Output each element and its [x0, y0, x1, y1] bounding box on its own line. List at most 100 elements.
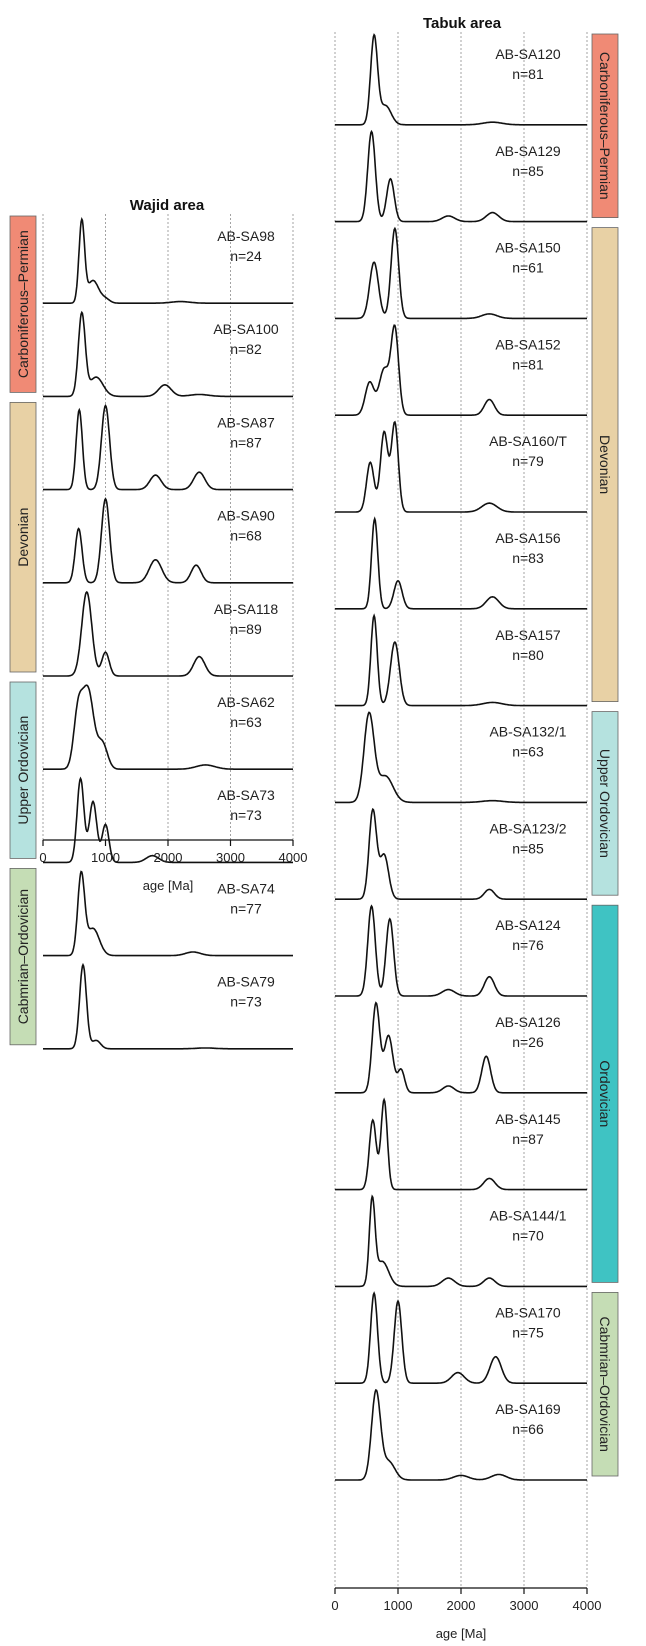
group-label: Devonian: [597, 435, 613, 494]
x-tick-label: 4000: [279, 850, 308, 865]
tabuk-x-axis-label: age [Ma]: [436, 1626, 487, 1641]
sample-n-label: n=89: [230, 621, 262, 637]
x-tick-label: 1000: [384, 1598, 413, 1613]
sample-n-label: n=77: [230, 900, 262, 916]
sample-name-label: AB-SA144/1: [489, 1208, 566, 1224]
sample-n-label: n=79: [512, 453, 544, 469]
tabuk-area-title: Tabuk area: [423, 15, 502, 32]
group-band: [591, 1292, 619, 1477]
tabuk-age-curves: [335, 33, 587, 1481]
sample-name-label: AB-SA124: [495, 917, 561, 933]
group-label: Carboniferous–Permian: [15, 230, 31, 378]
wajid-x-axis: 0 1000 2000 3000 4000: [39, 839, 308, 865]
sample-name-label: AB-SA145: [495, 1111, 561, 1127]
wajid-area-title: Wajid area: [130, 197, 205, 214]
age-curve-AB-SA129: [335, 129, 587, 223]
sample-n-label: n=26: [512, 1034, 544, 1050]
wajid-age-curves: [43, 216, 293, 1050]
age-curve-AB-SA169: [335, 1388, 587, 1481]
sample-n-label: n=61: [512, 260, 544, 276]
group-band: [591, 33, 619, 219]
group-label: Cabmrian–Ordovician: [597, 1316, 613, 1451]
sample-n-label: n=70: [512, 1228, 544, 1244]
age-curve-AB-SA132/1: [335, 711, 587, 804]
sample-name-label: AB-SA74: [217, 880, 275, 896]
tabuk-x-axis: 0 1000 2000 3000 4000: [331, 1587, 602, 1613]
sample-n-label: n=73: [230, 807, 262, 823]
wajid-x-axis-label: age [Ma]: [143, 878, 194, 893]
sample-n-label: n=68: [230, 528, 262, 544]
group-band: [9, 215, 37, 393]
group-label: Ordovician: [597, 1060, 613, 1127]
sample-name-label: AB-SA100: [213, 321, 279, 337]
age-curve-AB-SA157: [335, 613, 587, 707]
age-curve-AB-SA87: [43, 404, 293, 491]
sample-name-label: AB-SA169: [495, 1401, 561, 1417]
group-band: [9, 868, 37, 1046]
sample-name-label: AB-SA87: [217, 414, 275, 430]
sample-n-label: n=83: [512, 550, 544, 566]
sample-name-label: AB-SA129: [495, 143, 561, 159]
group-label: Devonian: [15, 508, 31, 567]
sample-name-label: AB-SA157: [495, 627, 561, 643]
tabuk-area-panel: Tabuk area AB-SA120n=81AB-SA129n=85AB-SA…: [331, 15, 619, 1641]
sample-n-label: n=24: [230, 248, 262, 264]
group-label: Upper Ordovician: [597, 749, 613, 858]
age-curve-AB-SA124: [335, 904, 587, 997]
x-tick-label: 0: [331, 1598, 338, 1613]
x-tick-label: 2000: [447, 1598, 476, 1613]
age-curve-AB-SA62: [43, 684, 293, 770]
sample-n-label: n=63: [512, 744, 544, 760]
group-label: Cabmrian–Ordovician: [15, 889, 31, 1024]
sample-name-label: AB-SA79: [217, 974, 275, 990]
sample-n-label: n=76: [512, 937, 544, 953]
sample-name-label: AB-SA62: [217, 694, 275, 710]
sample-name-label: AB-SA170: [495, 1304, 561, 1320]
sample-n-label: n=81: [512, 356, 544, 372]
wajid-gridlines: [42, 214, 294, 840]
group-band: [9, 681, 37, 859]
x-tick-label: 1000: [91, 850, 120, 865]
age-curve-AB-SA144/1: [335, 1194, 587, 1288]
group-label: Upper Ordovician: [15, 716, 31, 825]
age-curve-AB-SA100: [43, 310, 293, 398]
sample-name-label: AB-SA90: [217, 508, 275, 524]
age-curve-AB-SA152: [335, 324, 587, 416]
sample-name-label: AB-SA118: [214, 601, 279, 617]
x-tick-label: 4000: [573, 1598, 602, 1613]
sample-name-label: AB-SA126: [495, 1014, 561, 1030]
sample-name-label: AB-SA132/1: [489, 724, 566, 740]
tabuk-stratigraphic-groups: Carboniferous–Permian Devonian Upper Ordov…: [591, 33, 619, 1477]
sample-name-label: AB-SA160/T: [489, 433, 567, 449]
tabuk-sample-labels: AB-SA120 n=81 AB-SA129 n=85 AB-SA150 n=61 AB-S…: [489, 46, 567, 1437]
age-curve-AB-SA170: [335, 1291, 587, 1384]
age-curve-AB-SA145: [335, 1097, 587, 1191]
age-curve-AB-SA160/T: [335, 420, 587, 513]
age-curve-AB-SA126: [335, 1001, 587, 1094]
sample-name-label: AB-SA156: [495, 530, 561, 546]
sample-name-label: AB-SA120: [495, 46, 561, 62]
age-curve-AB-SA156: [335, 516, 587, 610]
sample-n-label: n=80: [512, 647, 544, 663]
x-tick-label: 0: [39, 850, 46, 865]
age-curve-AB-SA150: [335, 226, 587, 320]
sample-n-label: n=81: [512, 66, 544, 82]
age-curve-AB-SA73: [43, 776, 293, 864]
x-tick-label: 3000: [216, 850, 245, 865]
sample-n-label: n=85: [512, 163, 544, 179]
group-band: [591, 227, 619, 703]
wajid-stratigraphic-groups: Carboniferous–Permian Devonian Upper Ordov…: [9, 215, 37, 1046]
group-band: [591, 711, 619, 896]
group-band: [9, 401, 37, 673]
sample-n-label: n=82: [230, 341, 262, 357]
age-curve-AB-SA79: [43, 962, 293, 1050]
sample-n-label: n=73: [230, 994, 262, 1010]
sample-n-label: n=75: [512, 1324, 544, 1340]
sample-name-label: AB-SA150: [495, 240, 561, 256]
age-curve-AB-SA98: [43, 216, 293, 304]
age-curve-AB-SA123/2: [335, 807, 587, 900]
tabuk-gridlines: [334, 32, 588, 1588]
group-band: [591, 904, 619, 1283]
sample-n-label: n=87: [512, 1131, 544, 1147]
